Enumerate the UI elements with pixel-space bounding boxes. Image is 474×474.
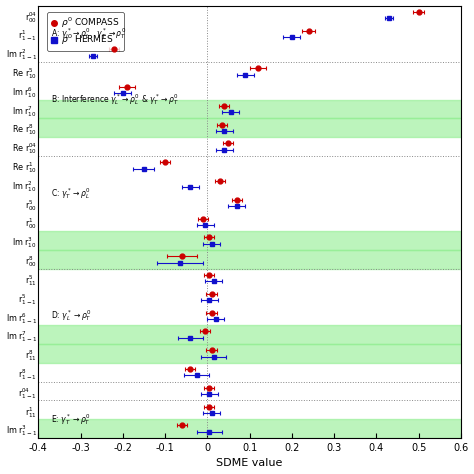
Bar (38, 325, 461, 344)
Text: A: $\gamma^*_L \to \rho^0_L$   $\gamma^*_T \to \rho^0_T$: A: $\gamma^*_L \to \rho^0_L$ $\gamma^*_T… (51, 27, 127, 41)
Text: D: $\gamma^*_L \to \rho^0_T$: D: $\gamma^*_L \to \rho^0_T$ (51, 309, 91, 323)
Text: C: $\gamma^*_T \to \rho^0_L$: C: $\gamma^*_T \to \rho^0_L$ (51, 186, 91, 201)
Text: E: $\gamma^*_T \to \rho^0_T$: E: $\gamma^*_T \to \rho^0_T$ (51, 412, 91, 427)
Bar (38, 419, 461, 438)
Text: B: Interference $\gamma^*_L \to \rho^0_L$ & $\gamma^*_T \to \rho^0_T$: B: Interference $\gamma^*_L \to \rho^0_L… (51, 92, 179, 107)
Legend: $\rho^0$ COMPASS, $\rho^0$ HERMES: $\rho^0$ COMPASS, $\rho^0$ HERMES (47, 12, 124, 51)
Bar (38, 118, 461, 137)
Bar (38, 100, 461, 118)
X-axis label: SDME value: SDME value (216, 458, 283, 468)
Bar (38, 231, 461, 250)
Bar (38, 250, 461, 269)
Bar (38, 344, 461, 363)
